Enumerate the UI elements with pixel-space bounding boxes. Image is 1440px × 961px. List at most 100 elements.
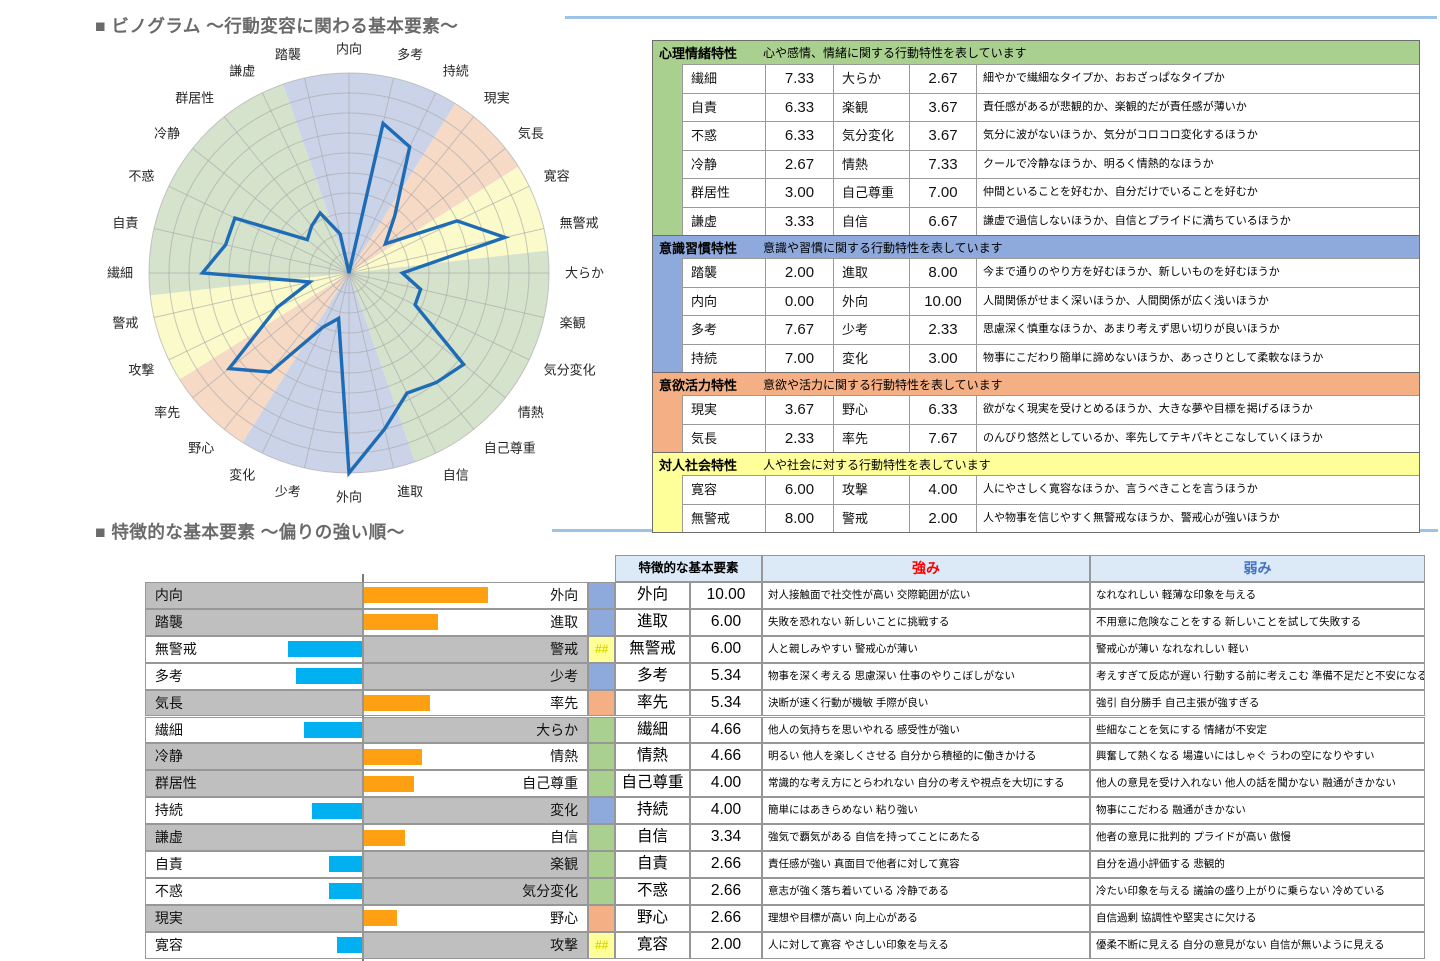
bias-trait-name: 多考 bbox=[615, 662, 690, 690]
bias-strength-text: 人と親しみやすい 警戒心が薄い bbox=[762, 635, 1090, 663]
trait-right-score: 2.00 bbox=[909, 504, 976, 532]
radar-axis-label: 楽観 bbox=[560, 315, 586, 330]
bias-trait-score: 6.00 bbox=[690, 635, 762, 663]
bias-bar-left bbox=[329, 883, 362, 900]
trait-row: 群居性 3.00 自己尊重 7.00 仲間といることを好むか、自分だけでいることを好むか bbox=[683, 178, 1419, 207]
radar-axis-label: 進取 bbox=[397, 484, 423, 499]
bar-left-label: 寛容 bbox=[145, 931, 363, 959]
bias-bar-left bbox=[295, 668, 362, 685]
bar-left-label: 踏襲 bbox=[145, 608, 363, 636]
bias-trait-score: 2.66 bbox=[690, 904, 762, 932]
trait-right-score: 8.00 bbox=[909, 259, 976, 287]
bias-weakness-text: 物事にこだわる 融通がきかない bbox=[1090, 797, 1425, 825]
trait-row: 不惑 6.33 気分変化 3.67 気分に波がないほうか、気分がコロコロ変化するほうか bbox=[683, 121, 1419, 150]
trait-right-score: 4.00 bbox=[909, 476, 976, 504]
trait-right-score: 7.33 bbox=[909, 150, 976, 178]
radar-axis-label: 警戒 bbox=[112, 315, 138, 330]
trait-right-name: 大らか bbox=[833, 65, 909, 93]
bias-bar-left bbox=[304, 721, 362, 738]
bias-weakness-text: 考えすぎて反応が遅い 行動する前に考えこむ 準備不足だと不安になる bbox=[1090, 662, 1425, 690]
trait-left-score: 7.33 bbox=[765, 65, 833, 93]
trait-left-name: 多考 bbox=[691, 322, 718, 337]
trait-right-name: 自己尊重 bbox=[833, 179, 909, 207]
bias-trait-score: 3.34 bbox=[690, 824, 762, 851]
trait-right-score: 7.00 bbox=[909, 179, 976, 207]
trait-left-score: 3.33 bbox=[765, 207, 833, 235]
radar-axis-label: 率先 bbox=[154, 405, 180, 420]
bias-header-strength: 強み bbox=[762, 555, 1090, 582]
bar-left-label: 群居性 bbox=[145, 770, 363, 798]
bias-trait-name: 進取 bbox=[615, 608, 690, 636]
trait-section-desc: 人や社会に対する行動特性を表しています bbox=[763, 457, 991, 472]
trait-left-name: 気長 bbox=[691, 430, 718, 446]
trait-left-name: 不惑 bbox=[691, 128, 718, 143]
radar-axis-label: 踏襲 bbox=[275, 47, 301, 62]
category-color-cell bbox=[588, 608, 615, 636]
bias-weakness-text: 他人の意見を受け入れない 他人の話を聞かない 融通がきかない bbox=[1090, 770, 1425, 798]
category-color-cell bbox=[588, 904, 615, 932]
bias-trait-name: 自信 bbox=[615, 824, 690, 851]
bias-trait-name: 率先 bbox=[615, 689, 690, 717]
bias-strength-text: 物事を深く考える 思慮深い 仕事のやりこぼしがない bbox=[762, 662, 1090, 690]
radar-axis-label: 内向 bbox=[336, 42, 362, 57]
trait-left-name: 寛容 bbox=[691, 482, 718, 497]
trait-section-header: 意欲活力特性 意欲や活力に関する行動特性を表しています bbox=[653, 372, 1419, 395]
trait-left-score: 0.00 bbox=[765, 287, 833, 315]
trait-left-score: 2.67 bbox=[765, 150, 833, 178]
category-color-cell bbox=[588, 582, 615, 609]
trait-row: 持続 7.00 変化 3.00 物事にこだわり簡単に諦めないほうか、あっさりとして柔軟な… bbox=[683, 343, 1419, 372]
radar-axis-label: 情熱 bbox=[518, 405, 544, 420]
trait-section-desc: 心や感情、情緒に関する行動特性を表しています bbox=[763, 46, 1027, 60]
bar-right-label: 楽観 bbox=[363, 851, 588, 878]
radar-axis-label: 外向 bbox=[336, 490, 362, 505]
trait-row: 現実 3.67 野心 6.33 欲がなく現実を受けとめるほうか、大きな夢や目標を掲げるほ… bbox=[683, 395, 1419, 424]
category-color-cell bbox=[588, 770, 615, 798]
radar-axis-label: 不惑 bbox=[128, 168, 154, 183]
trait-right-name: 自信 bbox=[833, 207, 909, 235]
trait-desc: 謙虚で過信しないほうか、自信とプライドに満ちているほうか bbox=[976, 207, 1419, 235]
radar-axis-label: 大らか bbox=[565, 266, 604, 281]
radar-axis-label: 繊細 bbox=[107, 266, 133, 281]
bar-left-label: 自責 bbox=[145, 851, 363, 878]
trait-row: 繊細 7.33 大らか 2.67 細やかで繊細なタイプか、おおざっぱなタイプか bbox=[683, 64, 1419, 93]
bias-trait-name: 自己尊重 bbox=[615, 770, 690, 798]
trait-section-color-strip bbox=[653, 395, 683, 452]
category-color-cell bbox=[588, 716, 615, 744]
radar-sector-social bbox=[150, 273, 349, 380]
bias-strength-text: 人に対して寛容 やさしい印象を与える bbox=[762, 931, 1090, 959]
radar-axis-label: 謙虚 bbox=[229, 64, 255, 79]
bias-section-title: ■ 特徴的な基本要素 ～偏りの強い順～ bbox=[95, 522, 405, 542]
trait-desc: のんびり悠然としているか、率先してテキパキとこなしていくほうか bbox=[976, 424, 1419, 452]
bias-trait-score: 6.00 bbox=[690, 608, 762, 636]
bias-trait-score: 5.34 bbox=[690, 689, 762, 717]
trait-left-score: 3.00 bbox=[765, 179, 833, 207]
bias-weakness-text: 自分を過小評価する 悲観的 bbox=[1090, 851, 1425, 878]
trait-right-name: 攻撃 bbox=[833, 476, 909, 504]
trait-row: 冷静 2.67 情熱 7.33 クールで冷静なほうか、明るく情熱的なほうか bbox=[683, 149, 1419, 178]
trait-left-score: 3.67 bbox=[765, 396, 833, 424]
radar-grid-ring bbox=[228, 152, 470, 394]
trait-section-header: 意識習慣特性 意識や習慣に関する行動特性を表しています bbox=[653, 235, 1419, 258]
bar-right-label: 気分変化 bbox=[363, 877, 588, 905]
trait-desc: 欲がなく現実を受けとめるほうか、大きな夢や目標を掲げるほうか bbox=[976, 396, 1419, 424]
bias-strength-text: 理想や目標が高い 向上心がある bbox=[762, 904, 1090, 932]
trait-row: 自責 6.33 楽観 3.67 責任感があるが悲観的か、楽観的だが責任感が薄いか bbox=[683, 92, 1419, 121]
trait-left-name: 群居性 bbox=[691, 185, 731, 200]
bias-trait-name: 野心 bbox=[615, 904, 690, 932]
bar-left-label: 不惑 bbox=[145, 877, 363, 905]
radar-axis-label: 変化 bbox=[229, 467, 255, 482]
bias-trait-name: 不惑 bbox=[615, 877, 690, 905]
bias-trait-score: 4.66 bbox=[690, 743, 762, 771]
trait-section-title: 対人社会特性 bbox=[659, 457, 738, 473]
bias-bar-left bbox=[287, 641, 362, 658]
bar-left-label: 冷静 bbox=[145, 743, 363, 771]
bias-header-weakness: 弱み bbox=[1090, 555, 1425, 582]
trait-right-name: 野心 bbox=[833, 396, 909, 424]
trait-desc: 物事にこだわり簡単に諦めないほうか、あっさりとして柔軟なほうか bbox=[976, 344, 1419, 372]
bias-trait-name: 無警戒 bbox=[615, 635, 690, 663]
trait-right-name: 少考 bbox=[833, 316, 909, 344]
trait-right-name: 情熱 bbox=[833, 150, 909, 178]
trait-section-color-strip bbox=[653, 475, 683, 532]
bias-weakness-text: 不用意に危険なことをする 新しいことを試して失敗する bbox=[1090, 608, 1425, 636]
bias-trait-score: 5.34 bbox=[690, 662, 762, 690]
